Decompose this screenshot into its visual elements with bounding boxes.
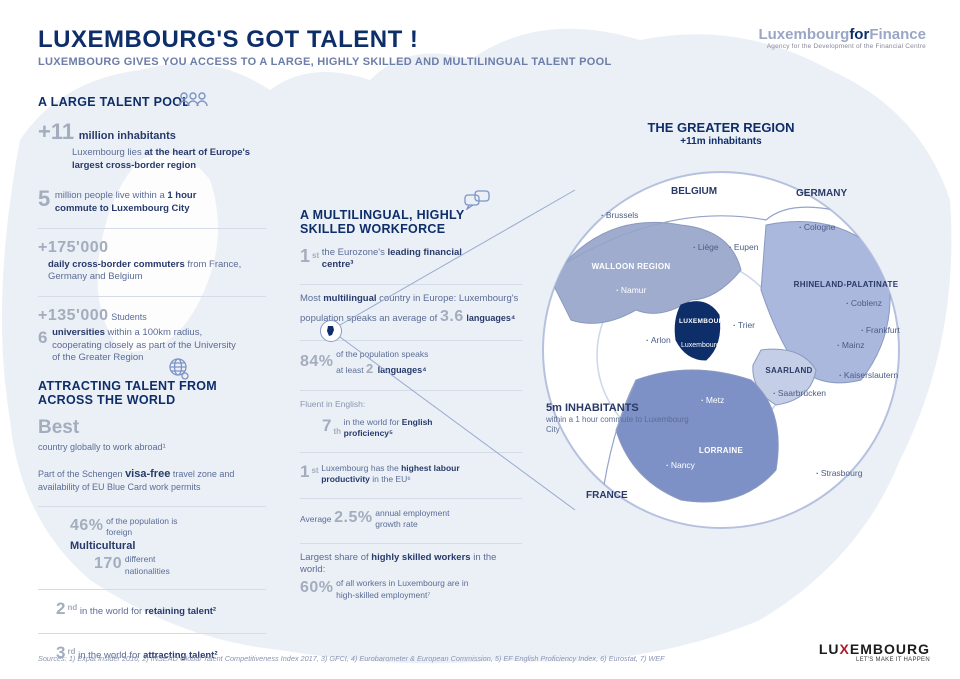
stat-financial-centre: 1st the Eurozone's leading financial cen… <box>300 244 522 272</box>
inset-map: BELGIUM GERMANY FRANCE WALLOON REGION RH… <box>541 170 901 530</box>
city-trier: Trier <box>733 320 755 330</box>
globe-icon <box>166 357 190 384</box>
label-france: FRANCE <box>586 490 628 501</box>
city-coblenz: Coblenz <box>846 298 882 308</box>
label-germany: GERMANY <box>796 188 847 199</box>
column-talent-pool: A LARGE TALENT POOL +11 million inhabita… <box>38 95 266 677</box>
inset-title: THE GREATER REGION <box>506 120 936 135</box>
speech-icon <box>464 190 490 213</box>
logo-mid: for <box>849 26 869 43</box>
stat-productivity: 1st Luxembourg has the highest labour pr… <box>300 461 522 486</box>
city-luxembourg: Luxembourg <box>681 342 720 349</box>
sources-text: Sources: 1) Expat Insider 2016, 2) INSEA… <box>38 654 678 663</box>
label-lorraine: LORRAINE <box>681 446 761 455</box>
city-kaiserslautern: Kaiserslautern <box>839 370 898 380</box>
label-lux: LUXEMBOURG <box>669 318 739 325</box>
city-nancy: Nancy <box>666 460 695 470</box>
stat-commuters: +175'000 daily cross-border commuters fr… <box>38 237 266 284</box>
label-rheinland: RHINELAND-PALATINATE <box>791 280 901 289</box>
stat-best: Best country globally to work abroad¹ <box>38 415 266 454</box>
stat-foreign: 46% of the population is foreign Multicu… <box>38 515 266 578</box>
label-walloon: WALLOON REGION <box>581 262 681 271</box>
stat-highskill: Largest share of highly skilled workers … <box>300 552 522 602</box>
city-namur: Namur <box>616 285 646 295</box>
fluent-label: Fluent in English: <box>300 399 522 409</box>
city-mainz: Mainz <box>837 340 865 350</box>
city-frankfurt: Frankfurt <box>861 325 900 335</box>
brand-logo: LuxembourgforFinance Agency for the Deve… <box>758 26 926 50</box>
label-saar: SAARLAND <box>759 366 819 375</box>
workforce-heading: A MULTILINGUAL, HIGHLY SKILLED WORKFORCE <box>300 208 522 236</box>
city-brussels: Brussels <box>601 210 638 220</box>
inset-subtitle: +11m inhabitants <box>506 136 936 147</box>
people-icon <box>178 91 208 112</box>
stat-visa: Part of the Schengen visa-free travel zo… <box>38 467 266 494</box>
stat-retain: 2nd in the world for retaining talent² <box>38 598 266 621</box>
city-metz: Metz <box>701 395 724 405</box>
stat-students: +135'000 Students 6 universities within … <box>38 305 266 365</box>
talent-pool-heading: A LARGE TALENT POOL <box>38 95 266 109</box>
logo-prefix: Luxembourg <box>758 26 849 43</box>
footer-logo: LUXEMBOURG LET'S MAKE IT HAPPEN <box>819 641 930 663</box>
stat-growth: Average 2.5% annual employment growth ra… <box>300 507 522 531</box>
stat-languages-2: 84% of the population speaks at least 2 … <box>300 349 522 378</box>
inset-note: 5m INHABITANTS within a 1 hour commute t… <box>546 402 696 434</box>
label-belgium: BELGIUM <box>671 186 717 197</box>
stat-commute-5m: 5 million people live within a 1 hour co… <box>38 184 266 216</box>
stat-english: 7th in the world for English proficiency… <box>300 415 522 440</box>
city-strasbourg: Strasbourg <box>816 468 862 478</box>
city-liege: Liège <box>693 242 719 252</box>
luxembourg-pin-icon <box>320 320 342 342</box>
city-eupen: Eupen <box>729 242 758 252</box>
logo-subtitle: Agency for the Development of the Financ… <box>758 43 926 50</box>
logo-suffix: Finance <box>869 26 926 43</box>
city-cologne: Cologne <box>799 222 836 232</box>
column-workforce: A MULTILINGUAL, HIGHLY SKILLED WORKFORCE… <box>300 208 522 613</box>
city-arlon: Arlon <box>646 335 671 345</box>
page-subtitle: LUXEMBOURG GIVES YOU ACCESS TO A LARGE, … <box>38 56 928 68</box>
stat-inhabitants: +11 million inhabitants Luxembourg lies … <box>38 117 266 172</box>
greater-region-inset: THE GREATER REGION +11m inhabitants <box>506 120 936 550</box>
city-saarbrucken: Saarbrücken <box>773 388 826 398</box>
attracting-heading: ATTRACTING TALENT FROM ACROSS THE WORLD <box>38 379 266 407</box>
